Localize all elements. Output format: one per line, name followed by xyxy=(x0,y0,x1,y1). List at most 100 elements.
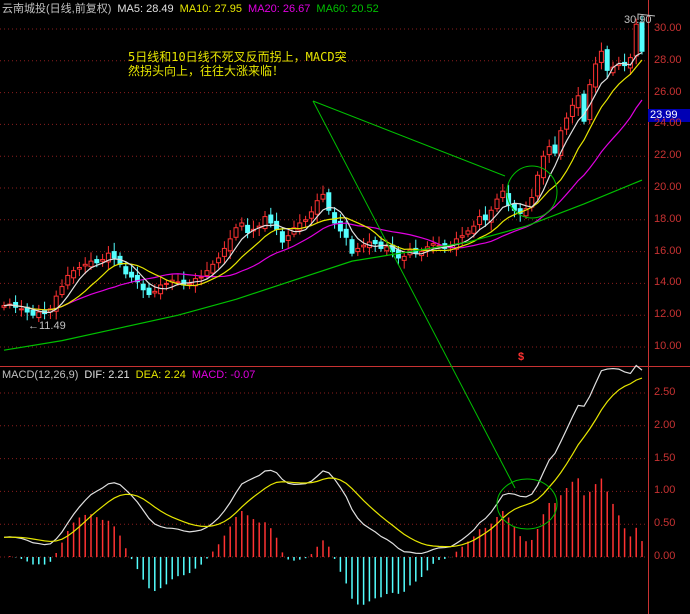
ma10-line xyxy=(3,59,643,311)
candle-up xyxy=(569,104,575,117)
stock-name: 云南城投(日线,前复权) xyxy=(2,3,112,15)
candle-down xyxy=(639,22,645,52)
max-price-label: 30.90 xyxy=(624,14,652,26)
candle-up xyxy=(163,282,169,285)
price-header: 云南城投(日线,前复权) MA5: 28.49 MA10: 27.95 MA20: 2… xyxy=(2,0,385,16)
candle-up xyxy=(76,267,82,270)
ma60-line xyxy=(3,179,643,351)
candle-up xyxy=(152,290,158,294)
candle-up xyxy=(361,244,367,248)
macd-value: MACD: -0.07 xyxy=(191,369,256,381)
dif-value: DIF: 2.21 xyxy=(84,369,130,381)
ma60-value: MA60: 20.52 xyxy=(316,3,379,15)
candle-down xyxy=(134,274,140,283)
candle-up xyxy=(471,225,477,234)
candle-down xyxy=(268,214,274,224)
candle-down xyxy=(372,239,378,245)
macd-header: MACD(12,26,9) DIF: 2.21 DEA: 2.24 MACD: -0.… xyxy=(2,369,261,381)
candle-up xyxy=(564,117,570,130)
candle-up xyxy=(105,252,111,263)
price-axis-label: 18.00 xyxy=(654,212,682,225)
candle-up xyxy=(53,295,59,312)
candle-up xyxy=(216,257,222,264)
candle-up xyxy=(65,274,71,286)
candle-down xyxy=(140,283,146,291)
candle-up xyxy=(204,270,210,276)
highlight-circle-macd xyxy=(496,478,558,530)
ma10-value: MA10: 27.95 xyxy=(179,3,243,15)
macd-axis-label: 1.50 xyxy=(654,451,676,464)
price-axis-label: 20.00 xyxy=(654,181,682,193)
dea-line xyxy=(3,377,643,548)
ma20-value: MA20: 26.67 xyxy=(248,3,311,15)
candle-up xyxy=(88,260,94,268)
macd-axis-label: 0.50 xyxy=(654,517,676,530)
candle-up xyxy=(494,198,500,210)
candle-up xyxy=(158,284,164,295)
price-axis-label: 14.00 xyxy=(654,276,682,289)
candle-down xyxy=(279,231,285,243)
candle-up xyxy=(430,243,436,246)
candle-down xyxy=(30,309,36,316)
candle-up xyxy=(575,95,581,109)
candle-up xyxy=(36,311,42,319)
macd-axis-label: 0.00 xyxy=(654,550,676,562)
candle-down xyxy=(123,266,129,275)
price-axis-label: 10.00 xyxy=(654,340,682,352)
price-axis-label: 28.00 xyxy=(654,53,682,66)
candle-up xyxy=(459,235,465,238)
candle-up xyxy=(355,247,361,253)
candle-down xyxy=(94,259,100,264)
candle-up xyxy=(239,222,245,227)
candle-down xyxy=(552,144,558,154)
candle-down xyxy=(332,212,338,224)
candle-up xyxy=(210,263,216,274)
candle-down xyxy=(343,228,349,238)
candle-down xyxy=(326,192,332,211)
current-price-tag: 23.99 xyxy=(648,109,690,122)
candle-up xyxy=(598,50,604,63)
candle-up xyxy=(59,286,65,296)
candle-down xyxy=(349,239,355,254)
candle-down xyxy=(111,251,117,259)
candle-up xyxy=(175,281,181,284)
candle-up xyxy=(540,155,546,179)
dea-value: DEA: 2.24 xyxy=(135,369,186,381)
candle-up xyxy=(71,270,77,279)
candle-up xyxy=(262,216,268,230)
candle-up xyxy=(488,209,494,223)
candle-down xyxy=(604,49,610,71)
candle-up xyxy=(198,276,204,279)
candle-up xyxy=(477,216,483,226)
macd-axis-label: 2.00 xyxy=(654,418,676,431)
candle-down xyxy=(581,93,587,122)
candle-down xyxy=(245,224,251,234)
candle-up xyxy=(593,63,599,88)
candle-up xyxy=(401,255,407,261)
macd-axis-label: 1.00 xyxy=(654,484,676,497)
ma5-line xyxy=(3,52,643,313)
price-axis-label: 24.00 xyxy=(654,117,682,130)
candle-up xyxy=(285,235,291,241)
candle-up xyxy=(384,246,390,252)
candle-up xyxy=(546,146,552,156)
dif-line xyxy=(3,364,643,555)
candle-up xyxy=(523,208,529,217)
candle-up xyxy=(100,259,106,262)
candle-down xyxy=(337,220,343,232)
candle-up xyxy=(233,227,239,238)
candle-up xyxy=(535,174,541,197)
candle-up xyxy=(303,219,309,222)
signal-marker: $ xyxy=(518,351,525,363)
candle-up xyxy=(465,230,471,235)
candle-up xyxy=(221,247,227,257)
price-axis-label: 30.00 xyxy=(654,22,682,34)
price-axis-label: 16.00 xyxy=(654,244,682,257)
macd-axis-label: 2.50 xyxy=(654,386,676,398)
price-axis-label: 12.00 xyxy=(654,308,682,321)
candle-up xyxy=(308,211,314,219)
highlight-circle-price xyxy=(506,165,558,219)
pointer-line-top xyxy=(312,100,506,177)
candle-up xyxy=(187,282,193,285)
